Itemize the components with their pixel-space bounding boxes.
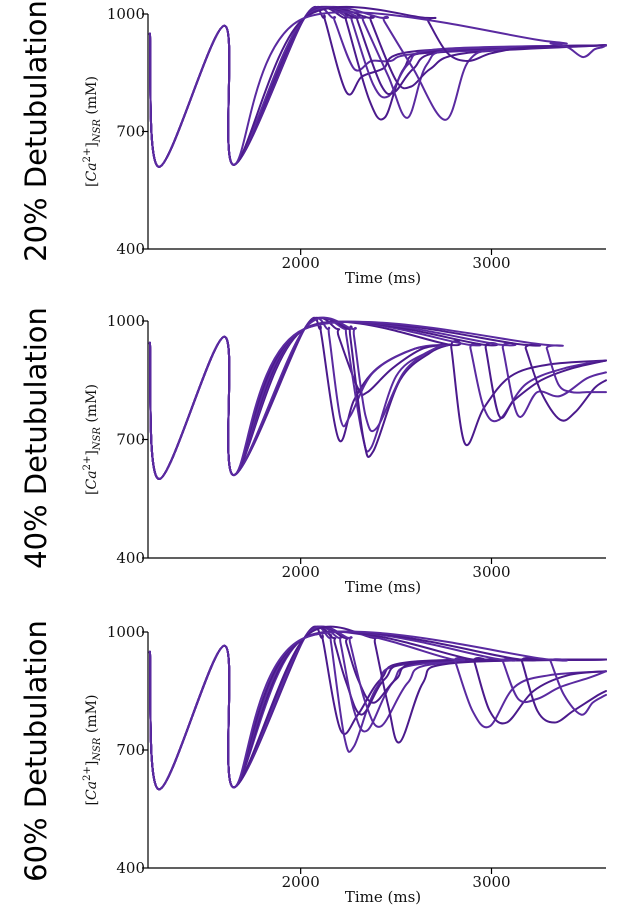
- x-axis-label: Time (ms): [345, 888, 421, 905]
- y-tick-label: 700: [116, 741, 145, 759]
- y-tick-label: 700: [116, 123, 145, 141]
- series-line-12: [148, 630, 607, 791]
- panel-title: 40% Detubulation: [19, 307, 53, 569]
- y-axis-label: [Ca2+]NSR (mM): [82, 695, 103, 806]
- series-line-12: [148, 320, 607, 481]
- x-tick-label: 3000: [472, 563, 510, 581]
- x-tick-label: 2000: [282, 873, 320, 891]
- panel-title: 60% Detubulation: [19, 620, 53, 882]
- x-tick-label: 2000: [282, 563, 320, 581]
- series-line-11: [148, 320, 607, 481]
- y-tick-label: 400: [116, 549, 145, 567]
- panel-title: 20% Detubulation: [19, 0, 53, 262]
- x-axis-label: Time (ms): [345, 269, 421, 287]
- y-tick-label: 1000: [107, 312, 145, 330]
- y-tick-label: 400: [116, 240, 145, 258]
- chart-panel-1: 20% Detubulation 400 700 1000 2000 3000 Time (…: [19, 0, 607, 287]
- y-axis-label: [Ca2+]NSR (mM): [82, 384, 103, 495]
- series-line-10: [148, 11, 607, 168]
- x-tick-label: 3000: [472, 254, 510, 272]
- chart-panel-3: 60% Detubulation 400 700 1000 2000 3000 Time (…: [19, 620, 607, 905]
- chart-panel-2: 40% Detubulation 400 700 1000 2000 3000 Time (…: [19, 307, 607, 596]
- x-tick-label: 3000: [472, 873, 510, 891]
- x-axis-label: Time (ms): [345, 578, 421, 596]
- y-tick-label: 1000: [107, 5, 145, 23]
- y-tick-label: 1000: [107, 623, 145, 641]
- y-tick-label: 400: [116, 859, 145, 877]
- x-tick-label: 2000: [282, 254, 320, 272]
- y-tick-label: 700: [116, 431, 145, 449]
- y-axis-label: [Ca2+]NSR (mM): [82, 76, 103, 187]
